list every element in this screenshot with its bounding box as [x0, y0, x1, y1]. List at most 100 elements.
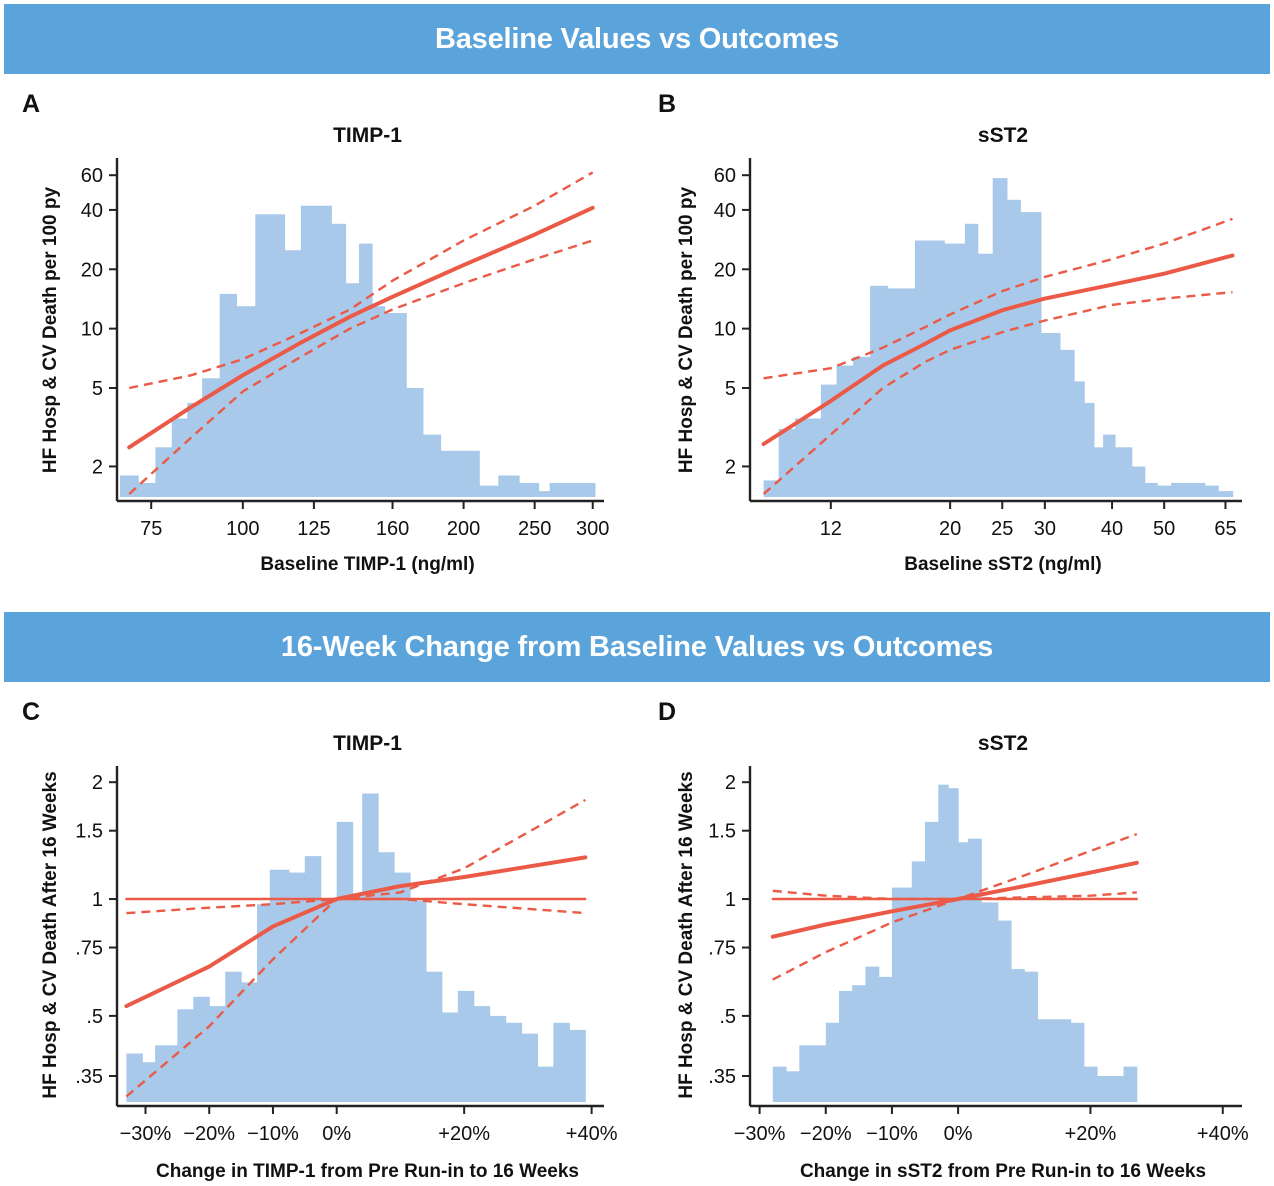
- histogram-bar: [410, 900, 427, 1102]
- histogram-bar: [187, 402, 203, 497]
- histogram-bar: [225, 971, 242, 1102]
- histogram-bar: [839, 990, 853, 1102]
- histogram-bar: [1074, 381, 1085, 497]
- histogram-bar: [1157, 485, 1172, 497]
- chart-panel-d: .35 .5 .75 1 1.5 2 −30% −20% −10% 0% +20% +40% DsST2…: [658, 698, 1249, 1182]
- x-tick-label: 0%: [322, 1123, 351, 1145]
- histogram-bar: [300, 205, 332, 497]
- y-axis-label: HF Hosp & CV Death After 16 Weeks: [40, 771, 61, 1098]
- confidence-line: [763, 217, 1233, 380]
- y-axis-label: HF Hosp & CV Death per 100 py: [40, 187, 61, 474]
- y-tick-label: .5: [86, 1006, 103, 1028]
- histogram-bar: [925, 821, 939, 1102]
- y-tick-label: 2: [725, 456, 736, 478]
- histogram: [772, 784, 1138, 1102]
- histogram-bar: [236, 306, 256, 497]
- x-tick-label: −10%: [866, 1123, 918, 1145]
- histogram-bar: [992, 178, 1008, 497]
- histogram-bar: [489, 1015, 507, 1102]
- histogram-bar: [372, 306, 386, 497]
- y-tick-label: 10: [714, 319, 736, 341]
- histogram-bar: [1006, 199, 1021, 498]
- histogram-bar: [553, 1022, 570, 1102]
- histogram-bar: [977, 253, 994, 497]
- histogram: [763, 178, 1234, 498]
- histogram-bar: [126, 1053, 143, 1102]
- histogram-bar: [1070, 1022, 1085, 1102]
- x-tick-label: 0%: [944, 1123, 973, 1145]
- histogram: [126, 793, 586, 1102]
- histogram-bar: [1171, 482, 1206, 497]
- histogram-bar: [958, 842, 969, 1102]
- x-tick-label: 100: [226, 518, 259, 540]
- x-tick-label: −20%: [183, 1123, 235, 1145]
- x-tick-label: 125: [297, 518, 330, 540]
- histogram-bar: [171, 418, 188, 497]
- histogram-bar: [219, 293, 237, 497]
- histogram-bar: [799, 1045, 827, 1102]
- histogram-bar: [257, 904, 271, 1102]
- histogram-bar: [1024, 971, 1039, 1102]
- histogram-bar: [519, 482, 540, 497]
- panel-letter: D: [658, 698, 676, 726]
- histogram-bar: [498, 475, 520, 497]
- histogram-bar: [1144, 482, 1158, 497]
- x-tick-label: +20%: [438, 1123, 490, 1145]
- x-tick-label: 50: [1153, 518, 1175, 540]
- histogram-bar: [440, 450, 480, 497]
- histogram-bar: [422, 434, 442, 497]
- histogram-bar: [336, 821, 354, 1102]
- confidence-line: [128, 171, 594, 390]
- histogram-bar: [772, 1066, 787, 1102]
- confidence-line: [126, 798, 586, 915]
- y-axis-label: HF Hosp & CV Death per 100 py: [676, 187, 697, 474]
- x-tick-label: −30%: [734, 1123, 786, 1145]
- x-tick-label: +20%: [1065, 1123, 1117, 1145]
- x-axis-label: Baseline TIMP-1 (ng/ml): [260, 554, 474, 575]
- histogram-bar: [1110, 1076, 1125, 1102]
- histogram-bar: [320, 899, 338, 1102]
- estimate-line: [127, 205, 595, 450]
- x-axis-label: Change in sST2 from Pre Run-in to 16 Wee…: [800, 1161, 1206, 1182]
- y-tick-label: 2: [92, 772, 103, 794]
- histogram-bar: [1093, 447, 1104, 497]
- histogram-bar: [359, 243, 373, 497]
- histogram-bar: [142, 1062, 156, 1102]
- histogram-bar: [968, 838, 982, 1102]
- histogram-bar: [569, 1029, 586, 1102]
- y-tick-label: 2: [92, 456, 103, 478]
- histogram-bar: [878, 976, 893, 1102]
- confidence-line: [762, 291, 1233, 495]
- histogram-bar: [406, 388, 424, 497]
- chart-panel-a: 2 5 10 20 40 60 75 100 125 160 200 250 300 A TIMP-1 Bas…: [22, 90, 609, 575]
- y-tick-label: 20: [714, 259, 736, 281]
- y-tick-label: 20: [81, 259, 103, 281]
- histogram-bar: [1083, 1066, 1098, 1102]
- histogram-bar: [938, 784, 949, 1102]
- x-tick-label: 25: [991, 518, 1013, 540]
- chart-title: sST2: [978, 732, 1028, 755]
- histogram-bar: [865, 966, 880, 1102]
- y-tick-label: .5: [719, 1006, 736, 1028]
- x-tick-label: 200: [447, 518, 480, 540]
- histogram-bar: [120, 475, 139, 497]
- x-tick-label: −20%: [800, 1123, 852, 1145]
- histogram-bar: [948, 788, 959, 1102]
- histogram-bar: [241, 982, 258, 1102]
- y-tick-label: .75: [708, 938, 736, 960]
- histogram-bar: [964, 223, 979, 498]
- histogram-bar: [1084, 402, 1095, 497]
- section-banner-change: 16-Week Change from Baseline Values vs O…: [4, 612, 1270, 682]
- chart-panel-c: .35 .5 .75 1 1.5 2 −30% −20% −10% 0% +20% +40% C TIMP…: [22, 698, 618, 1182]
- y-tick-label: 40: [81, 200, 103, 222]
- y-tick-label: .35: [708, 1066, 736, 1088]
- x-tick-label: 40: [1101, 518, 1123, 540]
- y-tick-label: 1: [92, 889, 103, 911]
- histogram-bar: [473, 1006, 491, 1102]
- x-tick-label: 160: [376, 518, 409, 540]
- histogram-bar: [1097, 1076, 1111, 1102]
- histogram-bar: [138, 482, 156, 497]
- histogram-bar: [425, 971, 443, 1102]
- x-tick-label: −30%: [120, 1123, 172, 1145]
- histogram-bar: [1218, 491, 1234, 497]
